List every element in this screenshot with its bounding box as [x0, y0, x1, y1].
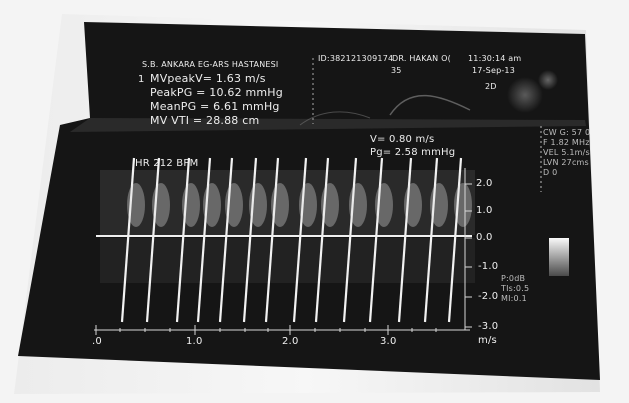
- mv-peak-velocity: MVpeakV= 1.63 m/s: [150, 72, 266, 85]
- time-tick-label: 2.0: [282, 336, 299, 347]
- output-setting-line: P:0dB: [501, 274, 526, 283]
- time-axis-ticks: [95, 325, 437, 335]
- velocity-tick-label: -3.0: [478, 321, 499, 332]
- spectral-envelope: [127, 183, 145, 227]
- spectral-envelope: [249, 183, 267, 227]
- spectral-streak: [342, 157, 358, 323]
- spectral-envelope: [225, 183, 243, 227]
- top-image-noise: [299, 70, 558, 126]
- patient-age: 35: [391, 66, 402, 75]
- spectral-envelope: [152, 183, 170, 227]
- spectral-streak: [218, 157, 234, 323]
- spectral-streak: [175, 157, 191, 323]
- cursor-velocity: V= 0.80 m/s: [370, 134, 435, 145]
- spectral-streak: [423, 157, 439, 323]
- spectral-streak: [292, 157, 308, 323]
- velocity-tick-label: 0.0: [476, 232, 493, 243]
- spectral-envelope: [299, 183, 317, 227]
- spectral-streak: [120, 157, 136, 323]
- spectral-envelope: [271, 183, 289, 227]
- cw-setting-line: D 0: [543, 168, 558, 177]
- peak-pressure-gradient: PeakPG = 10.62 mmHg: [150, 86, 283, 99]
- cursor-gradient: Pg= 2.58 mmHg: [370, 147, 456, 158]
- doctor-name: DR. HAKAN O(: [392, 54, 451, 63]
- velocity-tick-label: 2.0: [476, 178, 493, 189]
- exam-date: 17-Sep-13: [472, 66, 516, 75]
- mean-pressure-gradient: MeanPG = 6.61 mmHg: [150, 100, 280, 113]
- spectral-envelope: [349, 183, 367, 227]
- spectral-envelope: [404, 183, 422, 227]
- cw-setting-line: CW G: 57 0: [543, 128, 591, 137]
- spectral-streak: [264, 157, 280, 323]
- spectral-streak: [196, 157, 212, 323]
- time-tick-label: 1.0: [186, 336, 203, 347]
- spectral-envelope: [182, 183, 200, 227]
- spectral-streak: [145, 157, 161, 323]
- cw-setting-line: F 1.82 MHz: [543, 138, 590, 147]
- hospital-name: S.B. ANKARA EG-ARS HASTANESI: [142, 60, 279, 69]
- exam-time: 11:30:14 am: [468, 54, 522, 63]
- cw-setting-line: LVN 27cms: [543, 158, 589, 167]
- heart-rate: HR 212 BPM: [135, 158, 199, 169]
- velocity-tick-label: -1.0: [478, 261, 499, 272]
- spectral-doppler-trace: [100, 157, 475, 323]
- fold-band: [70, 118, 586, 132]
- time-tick-label: .0: [92, 336, 102, 347]
- output-setting-line: TIs:0.5: [501, 284, 530, 293]
- velocity-axis-ticks: [465, 183, 472, 328]
- velocity-tick-label: -2.0: [478, 291, 499, 302]
- velocity-tick-label: 1.0: [476, 205, 493, 216]
- output-setting-line: MI:0.1: [501, 294, 527, 303]
- spectrum-band-upper: [100, 170, 475, 235]
- cw-setting-line: VEL 5.1m/s: [543, 148, 590, 157]
- spectral-envelope: [430, 183, 448, 227]
- spectral-envelope: [321, 183, 339, 227]
- mv-vti: MV VTI = 28.88 cm: [150, 114, 260, 127]
- spectrum-band-lower: [100, 238, 475, 283]
- grayscale-bar: [549, 238, 569, 276]
- measurement-index: 1: [138, 74, 145, 85]
- spectral-envelope: [454, 183, 472, 227]
- velocity-axis-unit: m/s: [478, 335, 497, 346]
- spectral-envelope: [375, 183, 393, 227]
- spectral-streak: [314, 157, 330, 323]
- spectral-streak: [368, 157, 384, 323]
- spectral-streak: [242, 157, 258, 323]
- spectral-streak: [397, 157, 413, 323]
- patient-id: ID:382121309174: [318, 54, 394, 63]
- time-tick-label: 3.0: [380, 336, 397, 347]
- spectral-streak: [447, 157, 463, 323]
- mode-label: 2D: [485, 82, 497, 91]
- spectral-envelope: [203, 183, 221, 227]
